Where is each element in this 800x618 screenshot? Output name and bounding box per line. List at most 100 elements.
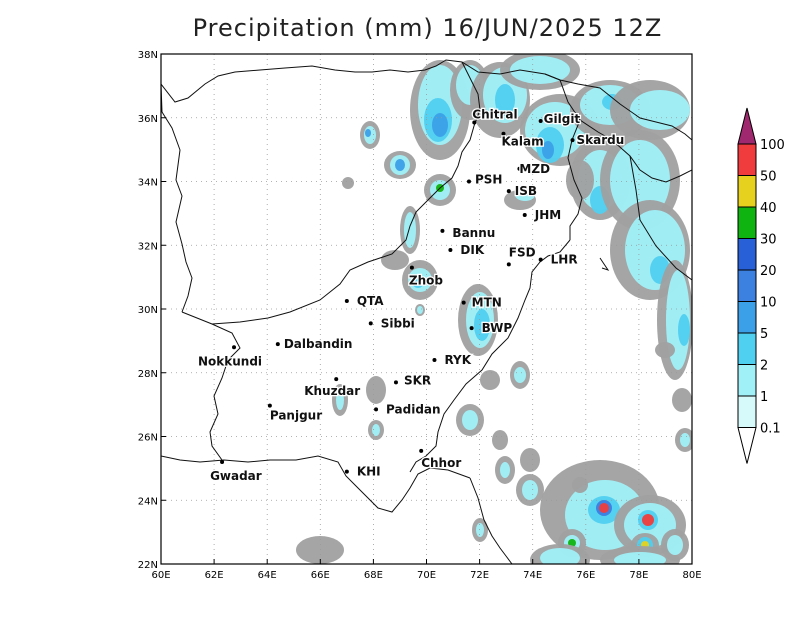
precip-blob [520, 448, 540, 472]
precip-blob [365, 129, 371, 137]
precip-blob [572, 477, 588, 493]
city-label: RYK [444, 353, 471, 367]
city-dot [448, 248, 453, 253]
precip-blob [678, 314, 690, 346]
city-dot [267, 403, 272, 408]
x-tick-label: 80E [682, 570, 701, 581]
x-tick-label: 74E [523, 570, 542, 581]
y-axis-ticks: 22N 24N 26N 28N 30N 32N 34N 36N 38N [138, 50, 166, 571]
precip-blob [492, 430, 508, 450]
city-label: Padidan [386, 402, 441, 416]
precip-blob [672, 388, 692, 412]
precip-blob [680, 433, 690, 447]
city-dot [220, 460, 225, 464]
city-dot [506, 189, 511, 194]
colorbar-bottom-triangle [737, 427, 757, 464]
city-dot [501, 131, 506, 136]
x-tick-label: 68E [364, 570, 383, 581]
x-tick-label: 76E [576, 570, 595, 581]
colorbar-label: 2 [760, 359, 768, 374]
city-label: ISB [515, 184, 537, 198]
colorbar-label: 40 [760, 201, 777, 216]
city-label: Panjgur [270, 409, 322, 423]
city-label: SKR [404, 373, 431, 387]
precip-blob [510, 56, 570, 84]
colorbar-label: 1 [760, 390, 768, 405]
city-label: KHI [357, 465, 381, 479]
y-tick-label: 34N [138, 178, 158, 189]
city-label: FSD [509, 245, 536, 259]
colorbar-label: 5 [760, 327, 768, 342]
colorbar: 0.1 1 2 5 10 20 30 40 50 100 [737, 107, 785, 464]
colorbar-label: 30 [760, 233, 777, 248]
x-tick-label: 60E [151, 570, 170, 581]
city-dot [538, 257, 543, 262]
x-tick-label: 70E [417, 570, 436, 581]
colorbar-box [737, 395, 757, 428]
country-borders [161, 59, 692, 564]
colorbar-box [737, 143, 757, 176]
x-axis-ticks: 60E 62E 64E 66E 68E 70E 72E 74E 76E 78E 80E [151, 559, 702, 581]
map-title: Precipitation (mm) 16/JUN/2025 12Z [192, 14, 663, 42]
precip-blob [515, 189, 535, 201]
city-dot [374, 407, 379, 412]
city-dot [522, 212, 527, 217]
precip-blob [495, 84, 515, 116]
city-dot [232, 345, 237, 350]
x-tick-label: 72E [470, 570, 489, 581]
precip-blob [599, 503, 609, 513]
y-tick-label: 22N [138, 560, 158, 571]
precip-blob [500, 462, 510, 478]
colorbar-box [737, 269, 757, 302]
city-label: Skardu [577, 133, 625, 147]
precip-blob [342, 177, 354, 189]
precip-blob [432, 113, 448, 137]
x-tick-label: 78E [629, 570, 648, 581]
city-dot [506, 262, 511, 267]
city-dot [409, 265, 414, 270]
city-dot [461, 300, 466, 305]
precip-blob [630, 90, 690, 130]
lat-lon-grid [161, 54, 692, 564]
city-label: Gilgit [544, 112, 581, 126]
precip-blob [480, 370, 500, 390]
colorbar-box [737, 301, 757, 334]
colorbar-label: 0.1 [760, 422, 781, 437]
city-label: LHR [551, 253, 578, 267]
colorbar-top-triangle [737, 107, 757, 145]
city-dot [570, 138, 575, 143]
colorbar-label: 50 [760, 170, 777, 185]
y-tick-label: 36N [138, 114, 158, 125]
colorbar-box [737, 175, 757, 208]
y-tick-label: 28N [138, 369, 158, 380]
precip-blob [417, 306, 423, 314]
precip-blob [474, 309, 490, 341]
precip-blob [462, 410, 478, 430]
city-label: JHM [534, 208, 561, 222]
city-label: MTN [472, 296, 502, 310]
colorbar-label: 20 [760, 264, 777, 279]
city-dot [469, 326, 474, 331]
precip-blob [542, 141, 554, 159]
precip-blob [366, 376, 386, 404]
city-dot [466, 179, 471, 184]
y-tick-label: 38N [138, 50, 158, 61]
colorbar-label: 10 [760, 296, 777, 311]
city-label: MZD [519, 162, 550, 176]
city-label: Sibbi [381, 316, 415, 330]
city-label: BWP [482, 321, 513, 335]
city-dot [538, 118, 543, 123]
precip-blob [514, 367, 526, 383]
city-label: Nokkundi [198, 354, 262, 368]
precip-blob [404, 212, 416, 248]
city-label: QTA [357, 294, 384, 308]
city-dot [517, 166, 522, 171]
city-label: DIK [460, 243, 484, 257]
precip-blob [381, 250, 409, 270]
y-tick-label: 30N [138, 305, 158, 316]
city-dot [419, 448, 424, 453]
city-label: Gwadar [210, 469, 262, 483]
precip-blob [372, 424, 380, 436]
colorbar-box [737, 206, 757, 239]
